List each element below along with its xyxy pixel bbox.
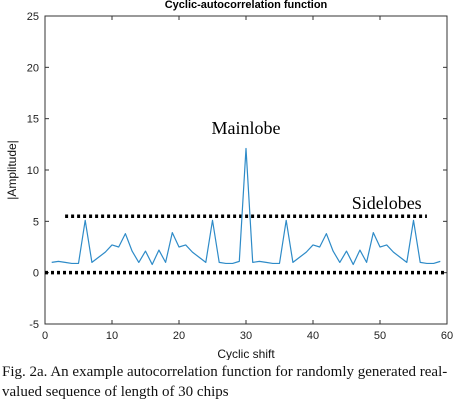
x-tick-label: 30 bbox=[240, 330, 252, 342]
annotations: Mainlobe Sidelobes bbox=[212, 118, 422, 213]
figure-caption: Fig. 2a. An example autocorrelation func… bbox=[2, 364, 448, 400]
series-group bbox=[51, 147, 441, 266]
autocorrelation-chart: Cyclic-autocorrelation function 0 10 20 30 4… bbox=[5, 0, 453, 360]
chart-title: Cyclic-autocorrelation function bbox=[165, 0, 328, 11]
series-line bbox=[51, 147, 441, 266]
x-tick-label: 60 bbox=[441, 330, 453, 342]
x-tick-label: 50 bbox=[374, 330, 386, 342]
y-tick-label: 10 bbox=[27, 165, 39, 177]
plot-frame bbox=[44, 15, 448, 325]
x-tick-label: 40 bbox=[307, 330, 319, 342]
y-axis-label: |Amplitude| bbox=[5, 140, 19, 200]
x-tick-label: 10 bbox=[106, 330, 118, 342]
y-tick-label: 25 bbox=[27, 11, 39, 23]
x-tick-label: 0 bbox=[42, 330, 48, 342]
sidelobes-annotation: Sidelobes bbox=[352, 193, 422, 213]
mainlobe-annotation: Mainlobe bbox=[212, 118, 281, 138]
x-axis-label: Cyclic shift bbox=[217, 347, 275, 360]
y-tick-label: 20 bbox=[27, 62, 39, 74]
reference-lines bbox=[45, 214, 447, 275]
x-tick-label: 20 bbox=[173, 330, 185, 342]
y-tick-label: 15 bbox=[27, 114, 39, 126]
y-tick-label: 5 bbox=[33, 216, 39, 228]
y-tick-label: -5 bbox=[29, 319, 39, 331]
y-tick-label: 0 bbox=[33, 268, 39, 280]
